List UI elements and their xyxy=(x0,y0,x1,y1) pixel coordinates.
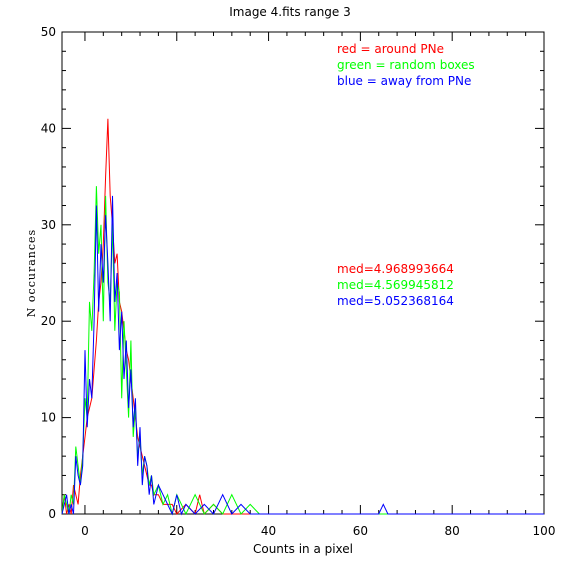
median-annotations: med=4.968993664 med=4.569945812 med=5.05… xyxy=(337,262,454,308)
x-tick-label: 20 xyxy=(169,524,184,538)
y-axis: 0 10 20 30 40 50 xyxy=(41,25,544,521)
x-tick-label: 40 xyxy=(261,524,276,538)
median-green: med=4.569945812 xyxy=(337,278,454,292)
legend: red = around PNe green = random boxes bl… xyxy=(337,42,475,88)
series-layer xyxy=(61,118,544,516)
y-axis-label: N occurances xyxy=(25,229,38,317)
x-axis-label: Counts in a pixel xyxy=(253,542,353,556)
y-tick-label: 40 xyxy=(41,121,56,135)
plot-frame xyxy=(61,31,545,515)
y-tick-label: 50 xyxy=(41,25,56,39)
series-line-blue xyxy=(61,195,544,516)
x-tick-label: 80 xyxy=(445,524,460,538)
y-tick-label: 30 xyxy=(41,218,56,232)
x-tick-label: 0 xyxy=(81,524,89,538)
median-red: med=4.968993664 xyxy=(337,262,454,276)
legend-entry-blue: blue = away from PNe xyxy=(337,74,471,88)
y-tick-label: 0 xyxy=(48,507,56,521)
legend-entry-green: green = random boxes xyxy=(337,58,475,72)
chart-title: Image 4.fits range 3 xyxy=(229,5,351,19)
x-tick-label: 100 xyxy=(533,524,556,538)
y-tick-label: 10 xyxy=(41,411,56,425)
legend-entry-red: red = around PNe xyxy=(337,42,444,56)
x-tick-label: 60 xyxy=(353,524,368,538)
median-blue: med=5.052368164 xyxy=(337,294,454,308)
y-tick-label: 20 xyxy=(41,314,56,328)
